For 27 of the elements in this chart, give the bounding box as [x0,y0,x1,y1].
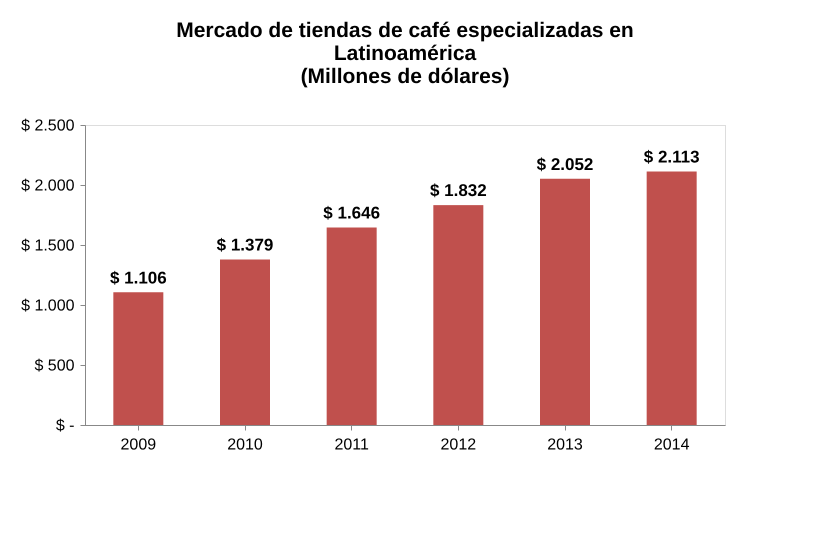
y-tick-label: $ 500 [34,358,75,374]
data-label: $ 2.052 [536,154,594,174]
y-tick-label: $ 2.000 [21,178,75,194]
x-tick-label: 2011 [334,436,369,454]
y-tick-label: $ 2.500 [21,118,75,134]
x-tick-label: 2009 [120,436,156,454]
bar [220,260,270,425]
y-tick-label: $ 1.500 [21,238,75,254]
bar [540,178,590,425]
data-label: $ 1.832 [430,181,487,200]
bar [326,227,377,425]
y-tick-label: $ - [56,418,74,434]
bar [646,171,697,425]
data-label: $ 2.113 [644,147,700,166]
data-label: $ 1.646 [323,203,380,222]
bar [113,292,164,425]
y-tick-label: $ 1.000 [21,298,75,314]
text: Latinoamérica [334,42,476,65]
x-tick-label: 2014 [654,436,690,454]
text: (Millones de dólares) [300,65,510,88]
x-tick-label: 2012 [440,436,476,454]
bar [433,205,484,425]
x-tick-label: 2010 [227,436,263,454]
text: Mercado de tiendas de café especializadas en [176,19,634,42]
data-label: $ 1.379 [216,236,274,255]
data-label: $ 1.106 [110,268,167,288]
x-tick-label: 2013 [547,436,583,454]
